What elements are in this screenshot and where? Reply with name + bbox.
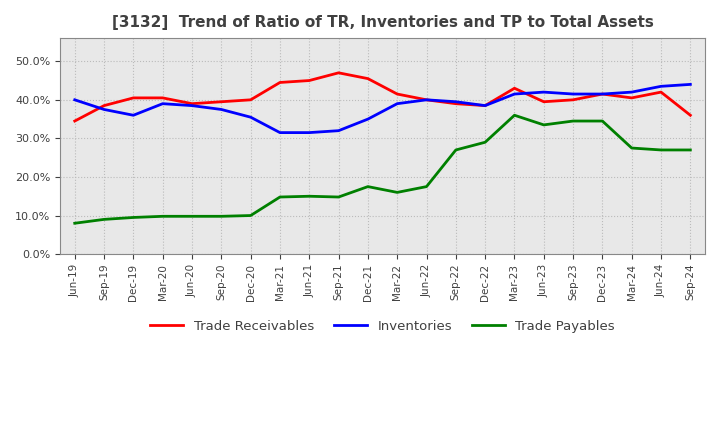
Inventories: [627, 89, 636, 95]
Trade Receivables: [100, 103, 109, 108]
Trade Receivables: [334, 70, 343, 76]
Inventories: [451, 99, 460, 104]
Trade Receivables: [627, 95, 636, 100]
Trade Receivables: [364, 76, 372, 81]
Inventories: [364, 117, 372, 122]
Inventories: [276, 130, 284, 135]
Inventories: [686, 82, 695, 87]
Trade Receivables: [246, 97, 255, 103]
Trade Receivables: [422, 97, 431, 103]
Inventories: [129, 113, 138, 118]
Trade Receivables: [539, 99, 548, 104]
Trade Payables: [305, 194, 314, 199]
Inventories: [510, 92, 519, 97]
Trade Payables: [598, 118, 607, 124]
Trade Receivables: [188, 101, 197, 106]
Trade Receivables: [217, 99, 225, 104]
Trade Receivables: [276, 80, 284, 85]
Trade Receivables: [393, 92, 402, 97]
Legend: Trade Receivables, Inventories, Trade Payables: Trade Receivables, Inventories, Trade Pa…: [145, 315, 620, 338]
Trade Payables: [481, 139, 490, 145]
Inventories: [539, 89, 548, 95]
Trade Payables: [158, 214, 167, 219]
Trade Receivables: [686, 113, 695, 118]
Trade Payables: [510, 113, 519, 118]
Inventories: [100, 107, 109, 112]
Trade Payables: [276, 194, 284, 200]
Inventories: [569, 92, 577, 97]
Inventories: [246, 114, 255, 120]
Trade Payables: [100, 217, 109, 222]
Trade Payables: [71, 220, 79, 226]
Trade Receivables: [481, 103, 490, 108]
Line: Trade Payables: Trade Payables: [75, 115, 690, 223]
Trade Receivables: [158, 95, 167, 100]
Trade Payables: [569, 118, 577, 124]
Inventories: [158, 101, 167, 106]
Trade Payables: [393, 190, 402, 195]
Trade Receivables: [129, 95, 138, 100]
Trade Receivables: [305, 78, 314, 83]
Trade Payables: [246, 213, 255, 218]
Title: [3132]  Trend of Ratio of TR, Inventories and TP to Total Assets: [3132] Trend of Ratio of TR, Inventories…: [112, 15, 654, 30]
Inventories: [657, 84, 665, 89]
Trade Payables: [334, 194, 343, 200]
Inventories: [334, 128, 343, 133]
Inventories: [422, 97, 431, 103]
Inventories: [305, 130, 314, 135]
Inventories: [598, 92, 607, 97]
Inventories: [217, 107, 225, 112]
Trade Payables: [451, 147, 460, 153]
Trade Payables: [217, 214, 225, 219]
Trade Payables: [539, 122, 548, 128]
Trade Payables: [188, 214, 197, 219]
Trade Payables: [422, 184, 431, 189]
Trade Payables: [364, 184, 372, 189]
Line: Inventories: Inventories: [75, 84, 690, 132]
Trade Payables: [657, 147, 665, 153]
Trade Receivables: [71, 118, 79, 124]
Inventories: [393, 101, 402, 106]
Inventories: [188, 103, 197, 108]
Trade Payables: [627, 145, 636, 150]
Trade Receivables: [510, 86, 519, 91]
Inventories: [481, 103, 490, 108]
Trade Payables: [129, 215, 138, 220]
Trade Receivables: [657, 89, 665, 95]
Trade Receivables: [569, 97, 577, 103]
Trade Receivables: [598, 92, 607, 97]
Trade Receivables: [451, 101, 460, 106]
Trade Payables: [686, 147, 695, 153]
Line: Trade Receivables: Trade Receivables: [75, 73, 690, 121]
Inventories: [71, 97, 79, 103]
